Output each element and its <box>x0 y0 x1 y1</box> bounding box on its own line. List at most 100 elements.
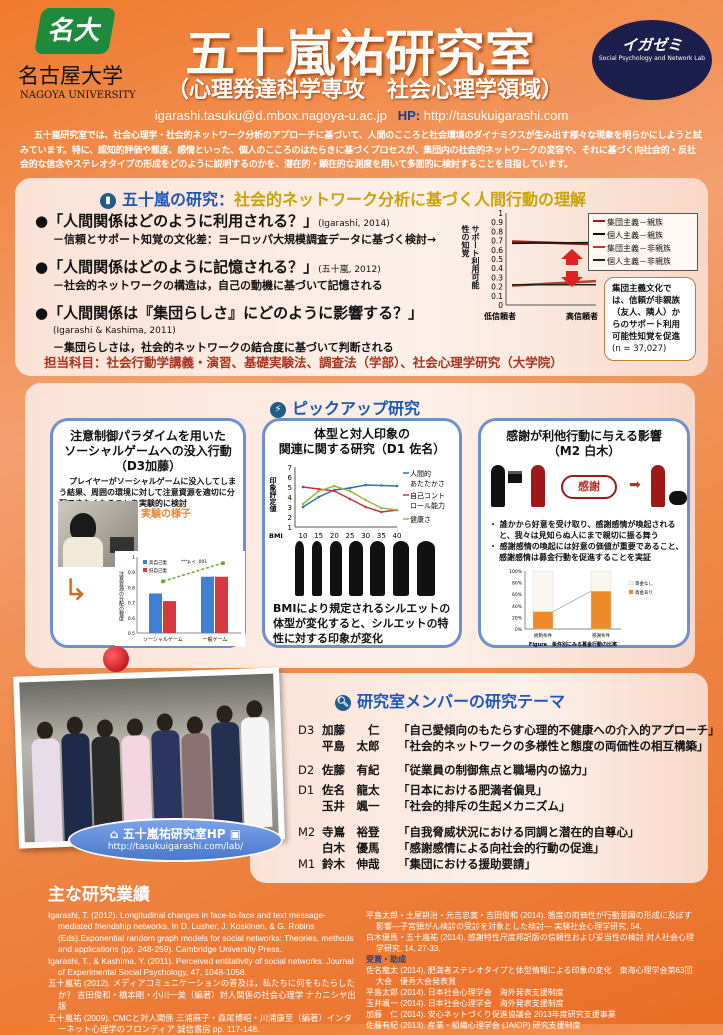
member-degree: M2 <box>298 825 316 839</box>
silhouette-figure <box>370 541 386 596</box>
legend-swatch <box>628 580 634 586</box>
silhouette-figure <box>311 541 323 596</box>
card-title: 感謝が利他行動に与える影響 （M2 白木） <box>506 429 662 458</box>
email-link[interactable]: igarashi.tasuku@d.mbox.nagoya-u.ac.jp <box>154 108 387 123</box>
gift-icon <box>508 471 522 483</box>
y-tick-label: 0.4 <box>491 264 503 273</box>
y-tick-label: 2 <box>288 514 292 522</box>
arrow-icon: ↳ <box>63 573 89 608</box>
y-tick-label: 0.1 <box>491 292 503 301</box>
y-tick-label: 0.8 <box>128 585 135 591</box>
member-row: 白木 優馬 「感謝感情による向社会的行動の促進」 <box>298 840 720 856</box>
publication-item: 五十嵐祐 (2012). メディアコミュニケーションの普及は，私たちに何をもたら… <box>48 978 356 1012</box>
x-tick-label: 感謝条件 <box>592 632 610 639</box>
y-tick-label: 0.9 <box>491 218 503 227</box>
trend-line <box>162 562 224 583</box>
member-theme: 「集団における援助要請」 <box>398 857 536 871</box>
member-theme: 「日本における肥満者偏見」 <box>398 783 548 797</box>
publication-item: 白木優馬・五十嵐祐 (2014). 感謝特性尺度邦訳版の信頼性および妥当性の検討… <box>366 933 695 953</box>
bar <box>201 576 214 633</box>
card-title: 体型と対人印象の 関連に関する研究（D1 佐名） <box>278 427 446 456</box>
member-name: 白木 優馬 <box>322 841 380 855</box>
data-point <box>380 510 383 514</box>
award-item: 加藤 仁 (2014). 安心ネットづくり促進協議会 2013年度研究支援事業 <box>366 1010 616 1019</box>
bar-segment <box>532 570 554 612</box>
legend-label: 個人主義－親族 <box>607 231 663 240</box>
bmi-chart: 1 2 3 4 5 6 7 印象評定値 BMI 10 15 20 25 30 35 40 人間的あたたかさ自己コ… <box>269 464 445 540</box>
y-tick-label: 7 <box>288 464 292 472</box>
member-theme: 「感謝感情による向社会的行動の促進」 <box>398 841 605 855</box>
person-head <box>156 713 174 732</box>
publication-item: 平島太郎・土屋耕治・元吉忠寛・吉田俊和 (2014). 態度の両価性が行動意図の… <box>366 911 692 931</box>
chart-caption: Figure 条件別にみる募金行動の比率 <box>529 641 617 648</box>
award-item: 平島太郎 (2014). 日本社会心理学会 海外発表支援制度 <box>366 988 564 997</box>
silhouettes <box>295 541 435 596</box>
x-tick-label: 20 <box>330 532 339 540</box>
lightning-icon: ⚡ <box>270 402 286 418</box>
card-title: 注意制御パラダイムを用いた ソーシャルゲームへの没入行動（D3加藤） <box>64 429 232 473</box>
y-tick-label: 80% <box>512 581 523 587</box>
data-point <box>317 489 320 493</box>
publication-item: Igarashi, T., & Kashima, Y. (2011). Perc… <box>48 955 354 978</box>
silhouette-figure <box>295 541 304 596</box>
research-item: ●「人間関係はどのように記憶される？」(五十嵐, 2012) －社会的ネットワー… <box>35 258 383 292</box>
person-head <box>246 700 263 719</box>
gratitude-cloud: 感謝 <box>561 475 617 499</box>
contact-line: igarashi.tasuku@d.mbox.nagoya-u.ac.jp HP… <box>0 108 723 123</box>
data-point <box>301 505 305 509</box>
x-tick-label: 統制条件 <box>534 632 552 639</box>
data-point <box>348 486 352 490</box>
x-tick-label: 低信頼者 <box>483 311 516 321</box>
y-tick-label: 0.7 <box>128 601 135 607</box>
member-degree: M1 <box>298 857 316 871</box>
qr-icon: ▣ <box>229 827 242 841</box>
trend-point <box>221 561 225 566</box>
hp-bubble[interactable]: ⌂ 五十嵐祐研究室HP ▣ http://tasukuigarashi.com/… <box>68 818 283 862</box>
member-name: 加藤 仁 <box>322 723 380 737</box>
legend-label: 自己コントロール能力 <box>410 491 445 510</box>
page-subtitle: （心理発達科学専攻 社会心理学領域） <box>166 78 563 103</box>
chart-icon: ▮ <box>100 193 116 209</box>
legend-swatch <box>593 220 605 222</box>
bar-segment <box>590 570 612 592</box>
pickup-card-bmi: 体型と対人印象の 関連に関する研究（D1 佐名） 1 2 3 4 5 6 7 印象評定値 BMI… <box>262 418 462 648</box>
x-axis-label: BMI <box>269 532 283 540</box>
person-head <box>126 718 144 737</box>
mascot-subtitle: Social Psychology and Network Lab <box>598 55 706 62</box>
data-point <box>317 495 320 499</box>
donor-figure-icon <box>651 465 665 507</box>
support-legend: 集団主義－親族 個人主義－親族 集団主義－非親族 個人主義－非親族 <box>588 213 698 271</box>
y-tick-label: 0.6 <box>128 616 135 622</box>
receiver-figure-icon <box>531 465 545 507</box>
bar <box>215 576 228 633</box>
legend-swatch <box>628 589 634 595</box>
silhouette-figure <box>329 541 342 596</box>
member-name: 寺嶌 裕登 <box>322 825 380 839</box>
person-body <box>31 738 64 843</box>
hp-bubble-label: 五十嵐祐研究室HP <box>122 827 226 841</box>
y-tick-label: 1 <box>132 555 135 561</box>
y-tick-label: 0.8 <box>491 227 503 236</box>
person-head <box>36 721 54 740</box>
bar <box>149 593 162 633</box>
y-tick-label: 5 <box>288 484 292 492</box>
hp-bubble-url[interactable]: http://tasukuigarashi.com/lab/ <box>107 842 244 852</box>
person-head <box>216 705 233 724</box>
research-questions: ●「人間関係はどのように利用される？」(Igarashi, 2014) －信頼と… <box>35 210 475 355</box>
y-tick-label: 0 <box>498 301 503 310</box>
x-tick-label: ソーシャルゲーム <box>143 636 183 643</box>
card-description: BMIにより規定されるシルエットの体型が変化すると、シルエットの特性に対する印象… <box>273 602 451 645</box>
hp-link[interactable]: http://tasukuigarashi.com <box>423 108 569 123</box>
trend-point <box>161 579 165 584</box>
member-row: 平島 太郎 「社会的ネットワークの多様性と態度の両価性の相互構築」 <box>298 738 720 754</box>
member-degree: D3 <box>298 723 315 737</box>
award-item: 玉井颯一 (2014). 日本社会心理学会 海外発表支援制度 <box>366 999 564 1008</box>
silhouette-figure <box>392 541 410 596</box>
member-row: M2 寺嶌 裕登 「自我脅威状況における同調と潜在的自尊心」 <box>298 824 720 840</box>
silhouette-figure <box>349 541 363 596</box>
hp-label: HP: <box>397 108 421 123</box>
members-panel <box>250 673 708 883</box>
x-tick-label: 25 <box>346 532 355 540</box>
